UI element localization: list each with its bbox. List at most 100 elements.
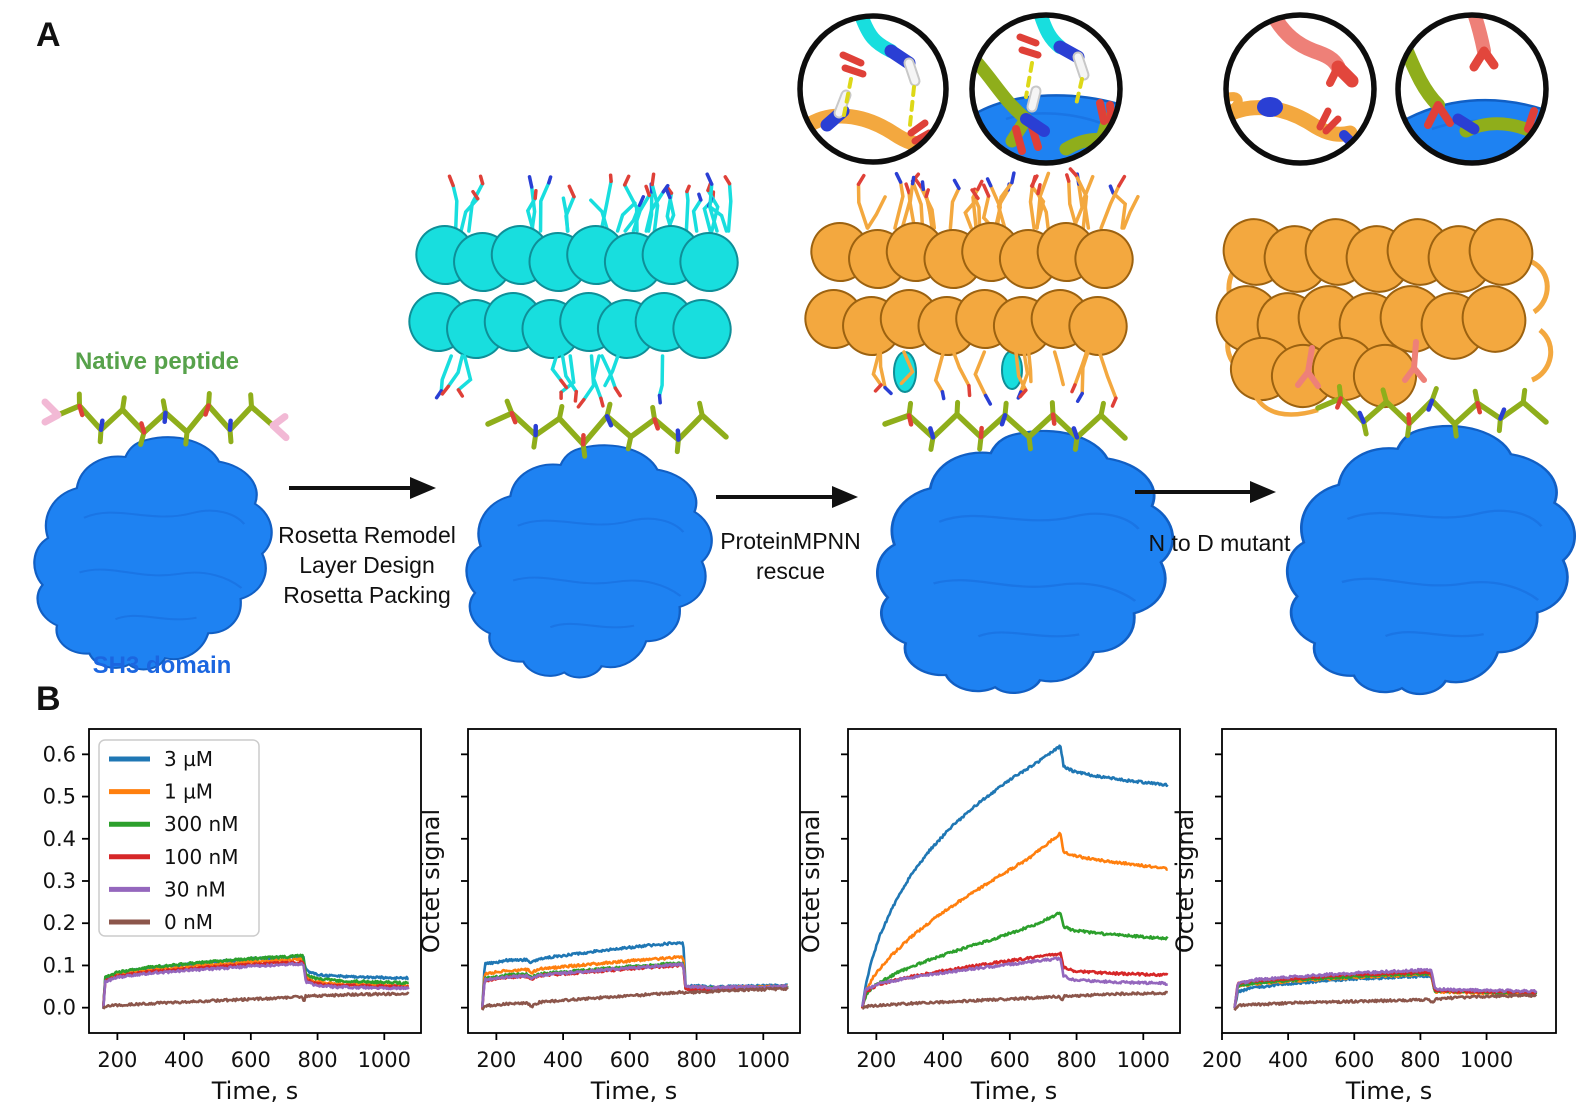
step1-line2: Layer Design — [299, 552, 435, 578]
svg-text:0.4: 0.4 — [43, 827, 76, 851]
series-30nM — [1233, 967, 1538, 1009]
y-axis — [1215, 753, 1222, 1009]
legend: 3 µM 1 µM 300 nM 100 nM 30 nM 0 nM — [98, 739, 260, 937]
svg-text:400: 400 — [164, 1048, 204, 1072]
step1-label: Rosetta Remodel Layer Design Rosetta Pac… — [262, 520, 472, 610]
legend-label: 300 nM — [164, 812, 238, 836]
bli-plot-2: 200 400 600 800 1000 Time, s Octet signal — [417, 728, 801, 1105]
helix-row — [408, 292, 732, 359]
native-peptide-sticks — [41, 390, 290, 447]
native-peptide-sticks — [485, 398, 729, 459]
sh3-surface — [1285, 424, 1576, 696]
legend-label: 30 nM — [164, 877, 226, 901]
structure-rosetta-design — [408, 172, 739, 679]
svg-text:0.2: 0.2 — [43, 911, 76, 935]
step1-line3: Rosetta Packing — [283, 582, 451, 608]
inset-detail-3 — [1223, 12, 1377, 166]
svg-text:800: 800 — [1400, 1048, 1440, 1072]
panel-b-label: B — [36, 680, 62, 718]
svg-text:800: 800 — [1057, 1048, 1097, 1072]
panel-a-illustration — [33, 12, 1576, 696]
sidechain-sticks — [447, 172, 733, 233]
helix-row — [804, 289, 1128, 356]
x-axis-title: Time, s — [211, 1077, 299, 1105]
series-3µM — [861, 744, 1169, 1008]
svg-text:200: 200 — [476, 1048, 516, 1072]
svg-text:0.3: 0.3 — [43, 869, 76, 893]
step1-line1: Rosetta Remodel — [278, 522, 456, 548]
sh3-surface — [33, 436, 273, 671]
legend-item: 30 nM — [109, 877, 226, 901]
structure-proteinmpnn-rescue — [804, 167, 1175, 694]
svg-text:600: 600 — [1334, 1048, 1374, 1072]
sh3-surface — [875, 429, 1175, 694]
structure-ntd-mutant — [1215, 218, 1576, 696]
y-axis-title: Octet signal — [797, 809, 825, 953]
bli-plot-4: 200 400 600 800 1000 Time, s Octet signal — [1171, 728, 1557, 1105]
helix-row — [1222, 218, 1534, 293]
svg-text:800: 800 — [677, 1048, 717, 1072]
svg-text:200: 200 — [97, 1048, 137, 1072]
legend-label: 0 nM — [164, 910, 213, 934]
svg-text:0.0: 0.0 — [43, 996, 76, 1020]
svg-text:400: 400 — [923, 1048, 963, 1072]
x-axis: 200 400 600 800 1000 — [1202, 1033, 1513, 1072]
svg-text:400: 400 — [543, 1048, 583, 1072]
svg-text:0.1: 0.1 — [43, 953, 76, 977]
hbond-dash — [1024, 61, 1034, 99]
mutant-asp-stick — [1402, 339, 1427, 383]
svg-text:1000: 1000 — [737, 1048, 790, 1072]
series-100nM — [861, 951, 1169, 1009]
inset-detail-1 — [797, 13, 949, 165]
series-1µM — [861, 831, 1168, 1009]
y-axis-title: Octet signal — [1171, 809, 1199, 953]
hbond-dash — [842, 77, 853, 117]
x-axis: 200 400 600 800 1000 — [856, 1033, 1170, 1072]
svg-text:200: 200 — [1202, 1048, 1242, 1072]
x-axis-title: Time, s — [1345, 1077, 1433, 1105]
sidechain-sticks — [434, 354, 665, 409]
native-peptide-sticks — [882, 399, 1128, 452]
y-axis — [461, 753, 468, 1009]
series-30nM — [481, 961, 789, 1008]
sh3-surface — [465, 444, 713, 679]
series-0nM — [102, 991, 410, 1010]
legend-item: 100 nM — [109, 845, 238, 869]
legend-item: 0 nM — [109, 910, 213, 934]
series-0nM — [1233, 993, 1538, 1012]
y-axis: 0.0 0.1 0.2 0.3 0.4 0.5 0.6 — [43, 742, 89, 1020]
x-axis-title: Time, s — [590, 1077, 678, 1105]
bli-plot-3: 200 400 600 800 1000 Time, s Octet signal — [797, 728, 1181, 1105]
inset-detail-2 — [969, 12, 1123, 166]
svg-text:600: 600 — [990, 1048, 1030, 1072]
sidechain-sticks — [856, 167, 1140, 230]
y-axis-title: Octet signal — [417, 809, 445, 953]
svg-text:600: 600 — [610, 1048, 650, 1072]
helix-row — [810, 222, 1134, 289]
svg-text:600: 600 — [231, 1048, 271, 1072]
svg-text:1000: 1000 — [358, 1048, 411, 1072]
series-300nM — [102, 953, 409, 1009]
svg-text:0.5: 0.5 — [43, 785, 76, 809]
step3-line1: N to D mutant — [1148, 530, 1291, 556]
y-axis — [841, 753, 848, 1009]
sh3-domain-label: SH3 domain — [92, 652, 232, 679]
x-axis: 200 400 600 800 1000 — [476, 1033, 790, 1072]
svg-text:0.6: 0.6 — [43, 742, 76, 766]
native-peptide-sticks — [1315, 383, 1549, 439]
series-30nM — [102, 961, 410, 1009]
x-axis-title: Time, s — [970, 1077, 1058, 1105]
svg-text:400: 400 — [1268, 1048, 1308, 1072]
step3-label: N to D mutant — [1122, 528, 1317, 558]
hbond-dash — [1074, 77, 1084, 107]
helix-row — [415, 225, 739, 292]
step2-label: ProteinMPNN rescue — [698, 526, 883, 586]
hbond-dash — [908, 85, 916, 127]
legend-label: 3 µM — [164, 747, 213, 771]
series-30nM — [861, 956, 1168, 1008]
panel-a-label: A — [36, 16, 62, 54]
mutant-asp-stick — [1295, 345, 1321, 389]
